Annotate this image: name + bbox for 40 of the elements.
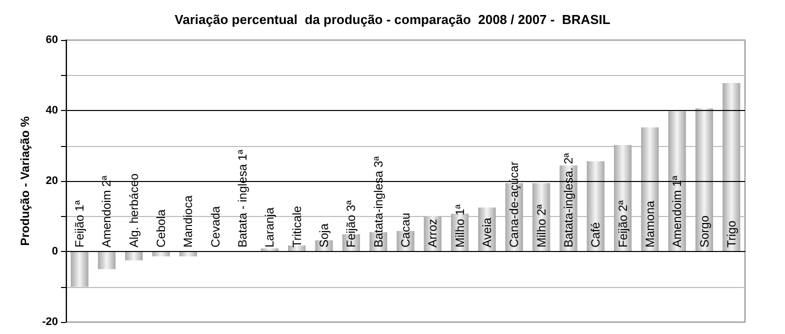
- x-tick-label: Laranja: [262, 207, 277, 248]
- y-tick-label: 0: [52, 246, 58, 258]
- x-tick-label: Batata-inglesa. 2ª: [561, 152, 576, 248]
- bar: [722, 83, 740, 252]
- x-tick-label: Feijão 3ª: [344, 200, 358, 248]
- chart-title: Variação percentual da produção - comparação 2008 / 2007 - BRASIL: [174, 12, 610, 27]
- x-tick-label: Aveia: [480, 217, 494, 248]
- y-tick-label: 40: [46, 104, 58, 116]
- x-tick-label: Milho 1ª: [452, 204, 467, 248]
- x-tick-label: Cevada: [208, 206, 222, 248]
- x-tick-label: Amendoim 1ª: [670, 175, 684, 248]
- bar: [125, 252, 143, 260]
- y-tick-label: -20: [42, 316, 58, 328]
- x-tick-label: Sorgo: [697, 215, 712, 248]
- x-tick-label: Batata - inglesa 1ª: [236, 149, 250, 248]
- x-tick-label: Batata-inglesa 3ª: [371, 156, 386, 248]
- x-tick-label: Mandioca: [181, 195, 196, 248]
- x-tick-label: Soja: [317, 223, 332, 248]
- x-tick-label: Feijão 2ª: [616, 200, 630, 248]
- x-tick-label: Alg. herbáceo: [126, 173, 141, 248]
- x-tick-label: Mamona: [642, 200, 657, 248]
- bar: [98, 252, 116, 270]
- x-tick-label: Feijão 1ª: [72, 200, 87, 248]
- bar: [179, 252, 198, 256]
- x-tick-label: Milho 2ª: [534, 204, 548, 248]
- x-tick-label: Triticale: [290, 206, 304, 248]
- bar: [70, 252, 88, 287]
- y-axis-title: Produção - Variação %: [18, 116, 32, 246]
- bar: [641, 127, 659, 252]
- x-tick-label: Trigo: [724, 220, 738, 248]
- x-tick-label: Cana-de-açúcar: [507, 161, 522, 248]
- x-tick-label: Café: [588, 222, 603, 248]
- x-tick-label: Arroz: [426, 218, 440, 248]
- bar: [152, 252, 170, 256]
- x-tick-label: Cacau: [398, 212, 412, 248]
- y-tick-label: 60: [46, 34, 58, 46]
- x-tick-label: Cebola: [154, 209, 168, 248]
- bar: [586, 161, 604, 252]
- bar: [695, 108, 714, 252]
- y-tick-label: 20: [46, 175, 58, 187]
